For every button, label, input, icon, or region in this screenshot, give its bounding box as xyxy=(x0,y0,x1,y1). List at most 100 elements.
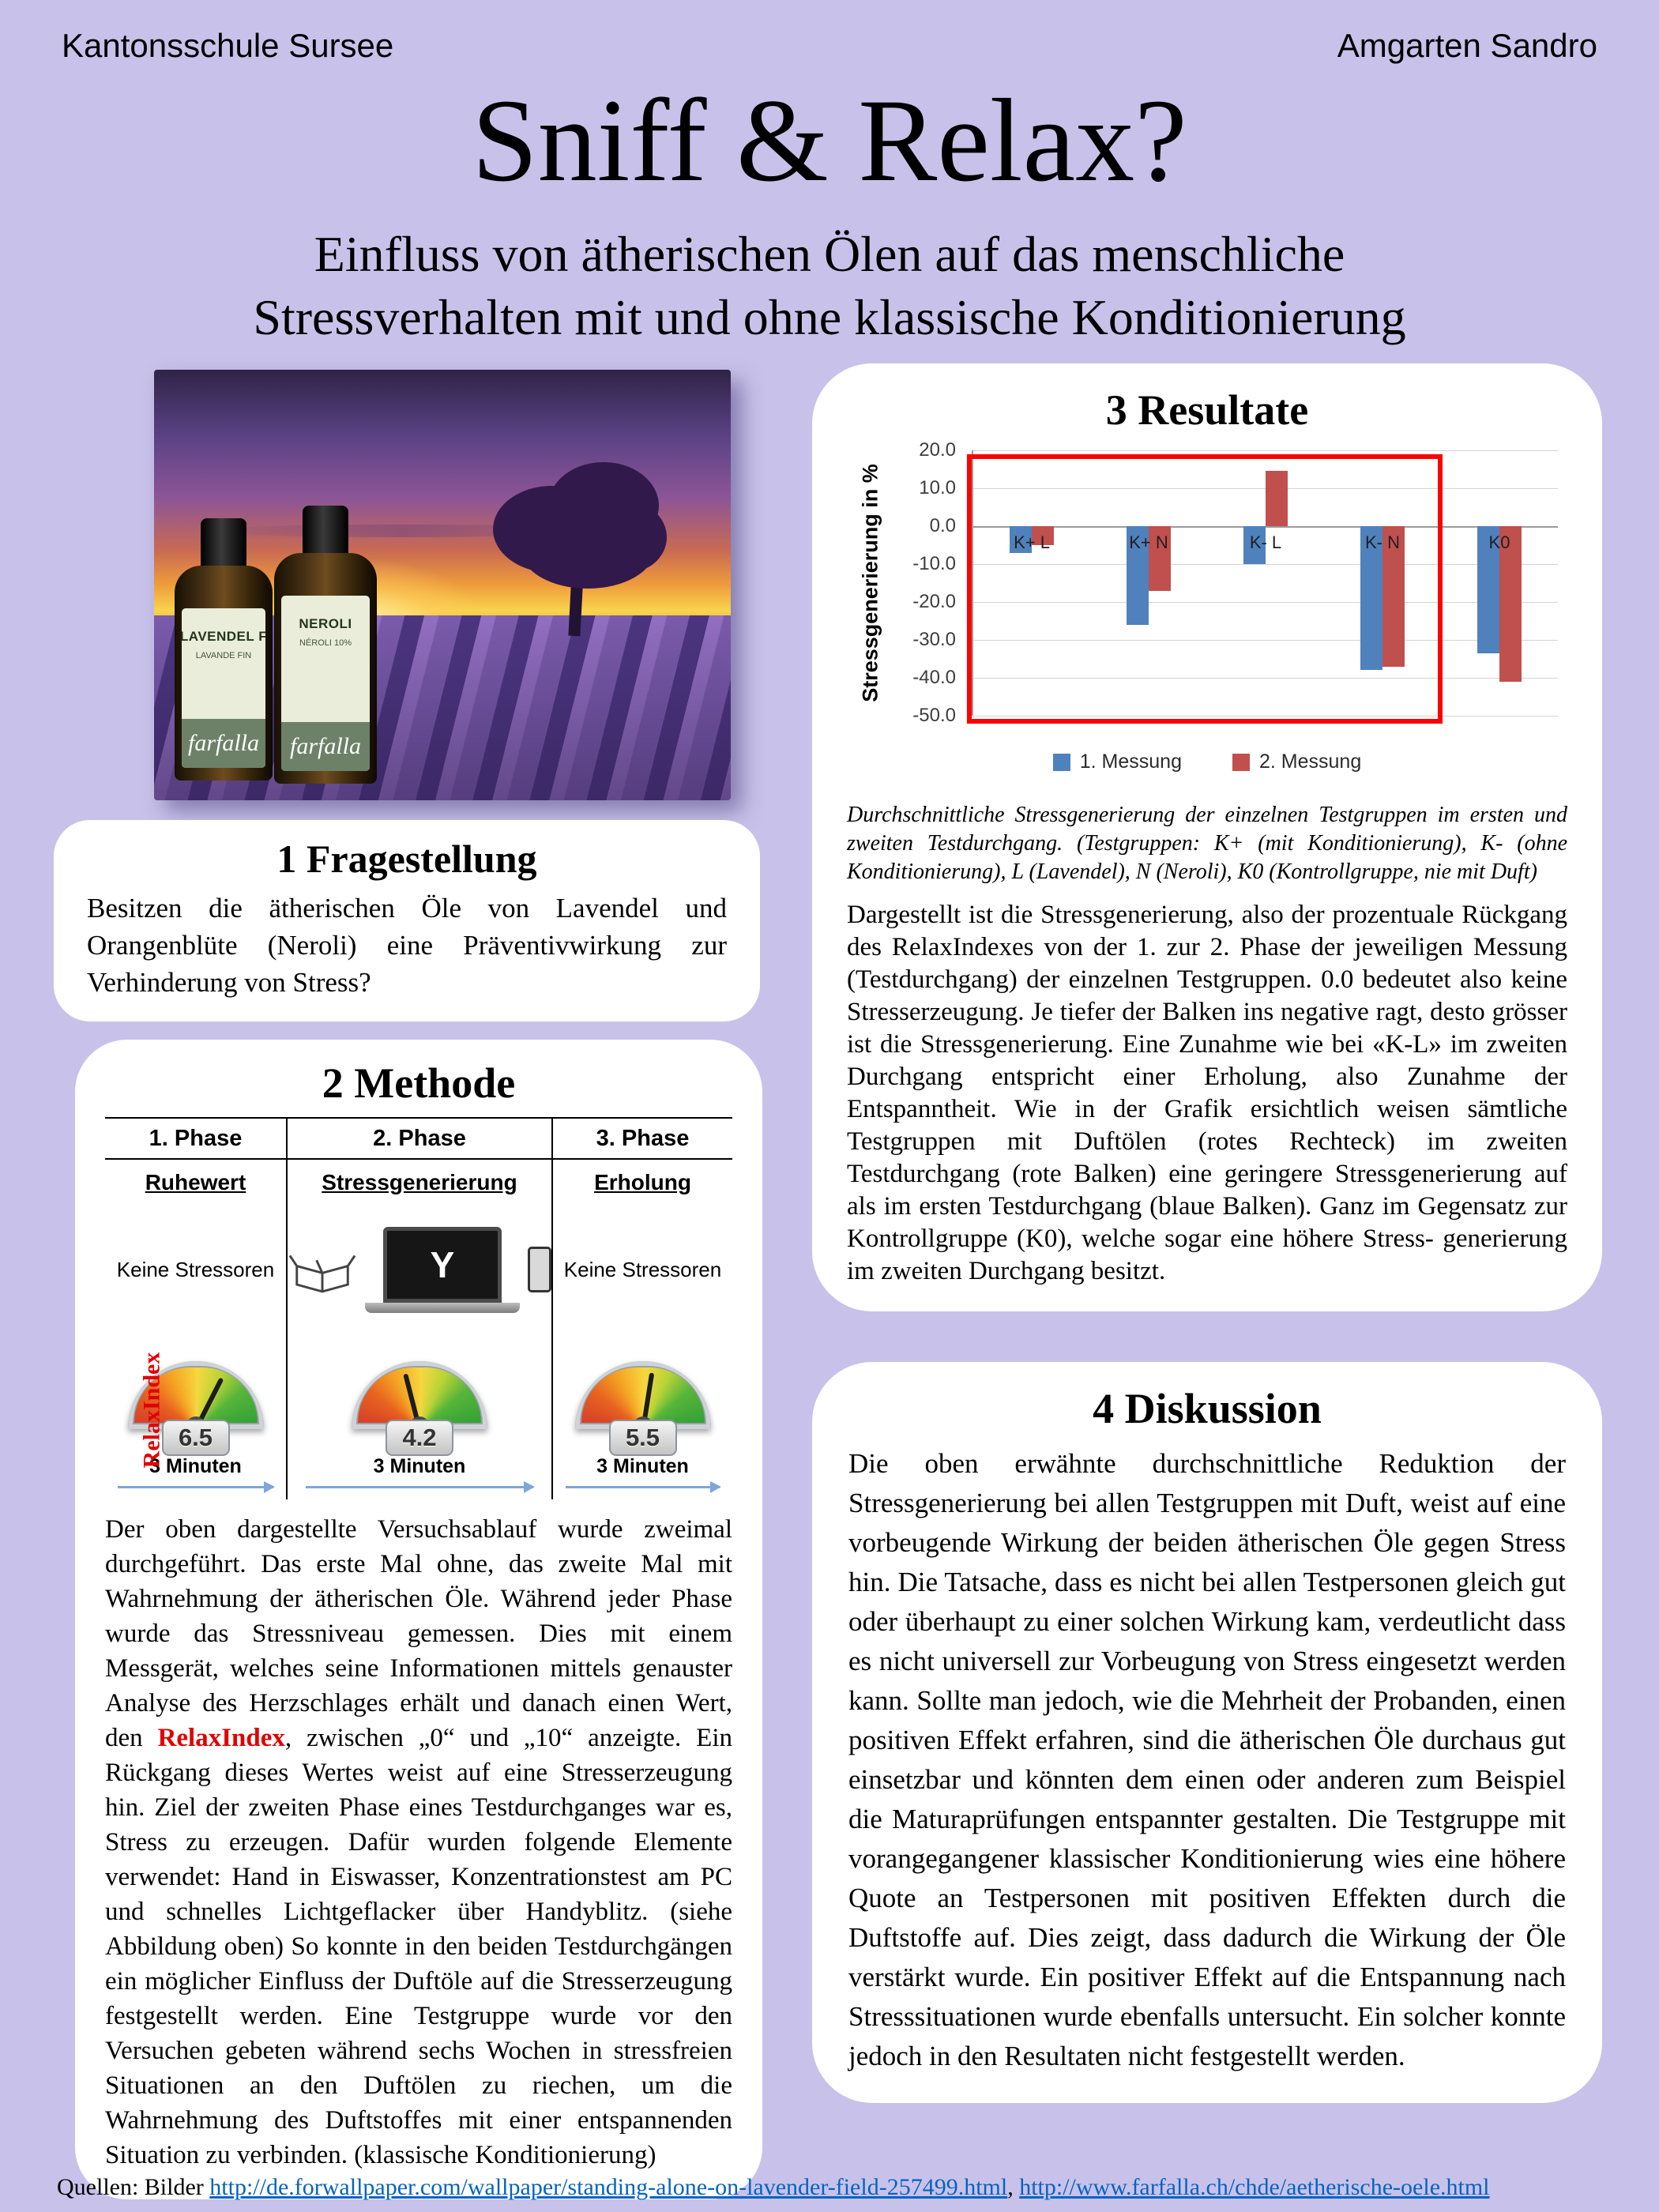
bar-1Messung-KL xyxy=(1243,526,1266,564)
brand-logo: farfalla xyxy=(289,733,361,759)
poster-subtitle: Einfluss von ätherischen Ölen auf das me… xyxy=(0,223,1659,349)
legend-swatch xyxy=(1052,753,1070,771)
chart-gridline xyxy=(973,450,1558,451)
timeline-arrow xyxy=(306,1481,535,1493)
y-tick-label: -20.0 xyxy=(912,591,956,612)
legend-label: 2. Messung xyxy=(1259,750,1362,773)
phase2-duration: 3 Minuten xyxy=(286,1454,551,1499)
timeline-arrow xyxy=(118,1481,275,1493)
phase2-header: 2. Phase xyxy=(286,1119,551,1160)
relax-gauge-phase1: 6.5 xyxy=(127,1361,264,1456)
chart-gridline xyxy=(973,640,1558,641)
x-category-label: K+ N xyxy=(1129,532,1168,552)
x-category-label: K- L xyxy=(1249,532,1282,552)
phase2-state: Stressgenerierung xyxy=(286,1160,551,1206)
chart-y-ticks: 20.0 10.0 0.0 -10.0 -20.0 -30.0 -40.0 -50.0 xyxy=(878,439,962,726)
resultate-text: Dargestellt ist die Stressgenerierung, a… xyxy=(847,901,1567,1285)
chart-legend: 1. Messung 2. Messung xyxy=(847,750,1567,773)
section-diskussion: 4 Diskussion Die oben erwähnte durchschn… xyxy=(812,1362,1602,2103)
gauge-value: 4.2 xyxy=(386,1420,453,1456)
relax-gauge-phase2: 4.2 xyxy=(352,1361,487,1456)
chart-caption: Durchschnittliche Stressgenerierung der … xyxy=(847,803,1567,884)
lavender-field-photo: LAVENDEL F LAVANDE FIN farfalla NEROLI N… xyxy=(154,370,731,800)
diskussion-title: 4 Diskussion xyxy=(1093,1385,1322,1432)
y-tick-label: -40.0 xyxy=(912,667,956,688)
section-resultate: 3 Resultate Stressgenerierung in % 20.0 1… xyxy=(812,363,1602,1311)
relax-gauge-phase3: 5.5 xyxy=(574,1361,711,1456)
chart-gridline xyxy=(973,678,1558,679)
fragestellung-title: 1 Fragestellung xyxy=(276,837,537,881)
author-name: Amgarten Sandro xyxy=(1337,27,1597,64)
bottle-cap xyxy=(303,506,348,555)
x-category-label: K- N xyxy=(1365,532,1400,552)
laptop-icon: Y xyxy=(365,1226,520,1313)
methode-text: Der oben dargestellte Versuchsablauf wur… xyxy=(105,1515,732,2169)
source-link-2[interactable]: http://www.farfalla.ch/chde/aetherische-… xyxy=(1019,2174,1490,2200)
tree-silhouette xyxy=(477,438,675,637)
oil-bottle-lavendel: LAVENDEL F LAVANDE FIN farfalla xyxy=(175,518,273,781)
open-box-icon xyxy=(288,1255,356,1293)
brand-logo: farfalla xyxy=(187,730,259,756)
y-tick-label: 10.0 xyxy=(919,477,956,498)
chart-gridline xyxy=(973,602,1558,603)
timeline-arrow xyxy=(565,1481,722,1493)
legend-item: 2. Messung xyxy=(1232,750,1361,773)
stressor-graphic: Y xyxy=(286,1206,551,1334)
bar-1Messung-KN xyxy=(1127,526,1149,625)
y-tick-label: -30.0 xyxy=(912,629,956,650)
section-methode: 2 Methode RelaxIndex 1. Phase 2. Phase 3… xyxy=(75,1040,762,2199)
poster-title: Sniff & Relax? xyxy=(472,75,1187,206)
bar-2Messung-K0 xyxy=(1499,526,1522,682)
chart-gridline xyxy=(973,526,1558,528)
source-link-1[interactable]: http://de.forwallpaper.com/wallpaper/sta… xyxy=(209,2174,1008,2200)
method-diagram: RelaxIndex 1. Phase 2. Phase 3. Phase Ru… xyxy=(105,1117,732,1499)
chart-gridline xyxy=(973,564,1558,565)
gauge-value: 5.5 xyxy=(608,1420,677,1456)
school-name: Kantonsschule Sursee xyxy=(62,27,394,64)
x-category-label: K0 xyxy=(1488,532,1510,552)
y-tick-label: -50.0 xyxy=(912,705,956,726)
chart-highlight-rect xyxy=(967,453,1443,724)
bar-2Messung-KL xyxy=(1032,526,1054,545)
laptop-screen: Y xyxy=(383,1226,502,1303)
subtitle-line2: Stressverhalten mit und ohne klassische … xyxy=(253,289,1406,345)
bottle-cap xyxy=(201,518,246,567)
resultate-title: 3 Resultate xyxy=(1105,386,1309,434)
phase1-note: Keine Stressoren xyxy=(116,1257,275,1281)
phase1-state: Ruhewert xyxy=(145,1170,246,1194)
phase3-duration: 3 Minuten xyxy=(551,1454,732,1499)
bar-2Messung-KN xyxy=(1149,526,1171,591)
section-fragestellung: 1 Fragestellung Besitzen die ätherischen… xyxy=(54,820,760,1021)
legend-swatch xyxy=(1232,753,1250,771)
bar-1Messung-K0 xyxy=(1477,526,1499,653)
gauge-value: 6.5 xyxy=(161,1420,230,1456)
y-tick-label: 20.0 xyxy=(919,439,956,461)
y-tick-label: -10.0 xyxy=(912,553,956,574)
brand-band: farfalla xyxy=(182,719,265,768)
bar-2Messung-KN xyxy=(1382,526,1405,667)
sources-line: Quellen: Bilder http://de.forwallpaper.c… xyxy=(57,2174,1490,2200)
brand-band: farfalla xyxy=(281,722,370,771)
subtitle-line1: Einfluss von ätherischen Ölen auf das me… xyxy=(314,226,1345,282)
phase1-duration: 3 Minuten xyxy=(105,1454,286,1499)
diskussion-text: Die oben erwähnte durchschnittliche Redu… xyxy=(848,1448,1566,2071)
legend-label: 1. Messung xyxy=(1079,750,1182,773)
sources-prefix: Quellen: Bilder xyxy=(57,2174,210,2200)
oil-bottle-neroli: NEROLI NÉROLI 10% farfalla xyxy=(274,506,377,784)
bar-1Messung-KN xyxy=(1360,526,1382,671)
methode-title: 2 Methode xyxy=(322,1059,516,1107)
y-tick-label: 0.0 xyxy=(929,515,956,536)
x-category-label: K+ L xyxy=(1014,532,1050,552)
chart-plot-area: K+ L K+ N K- L K- N K0 xyxy=(967,450,1558,724)
bar-1Messung-KL xyxy=(1010,526,1032,553)
laptop-keyboard xyxy=(365,1302,520,1313)
phase3-header: 3. Phase xyxy=(551,1119,732,1160)
relaxindex-highlight: RelaxIndex xyxy=(157,1724,285,1752)
bottle-label: NEROLI NÉROLI 10% farfalla xyxy=(281,596,370,771)
phase1-header: 1. Phase xyxy=(105,1119,286,1160)
phase3-note: Keine Stressoren xyxy=(551,1206,732,1334)
bottle-label: LAVENDEL F LAVANDE FIN farfalla xyxy=(182,608,265,768)
bar-2Messung-KL xyxy=(1266,471,1288,526)
chart-gridline xyxy=(973,716,1558,717)
relaxindex-axis-label: RelaxIndex xyxy=(138,1352,165,1469)
